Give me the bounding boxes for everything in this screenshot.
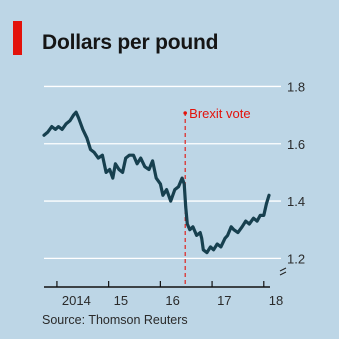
- series-line-gbp-usd: [42, 110, 271, 255]
- y-axis-ticks: 1.8 1.6 1.4 1.2: [287, 79, 305, 266]
- brexit-vote-marker: [183, 111, 187, 115]
- axis-break-icon: [279, 267, 287, 276]
- source-note: Source: Thomson Reuters: [42, 313, 188, 327]
- x-axis-ticks: 2014 15 16 17 18: [56, 281, 283, 308]
- y-tick-label: 1.6: [287, 137, 305, 152]
- gridlines: [44, 85, 281, 260]
- x-tick-label: 16: [165, 293, 179, 308]
- series-group: [42, 110, 271, 255]
- x-tick-label: 15: [114, 293, 128, 308]
- x-tick-label: 2014: [62, 293, 91, 308]
- brand-accent-bar: [13, 21, 22, 55]
- y-tick-label: 1.8: [287, 79, 305, 94]
- chart-title: Dollars per pound: [42, 31, 219, 54]
- x-axis: [44, 267, 287, 288]
- y-tick-label: 1.4: [287, 194, 305, 209]
- brexit-vote-label: Brexit vote: [189, 106, 250, 121]
- brexit-annotation: Brexit vote: [183, 106, 251, 287]
- y-tick-label: 1.2: [287, 251, 305, 266]
- x-tick-label: 18: [269, 293, 283, 308]
- x-tick-label: 17: [217, 293, 231, 308]
